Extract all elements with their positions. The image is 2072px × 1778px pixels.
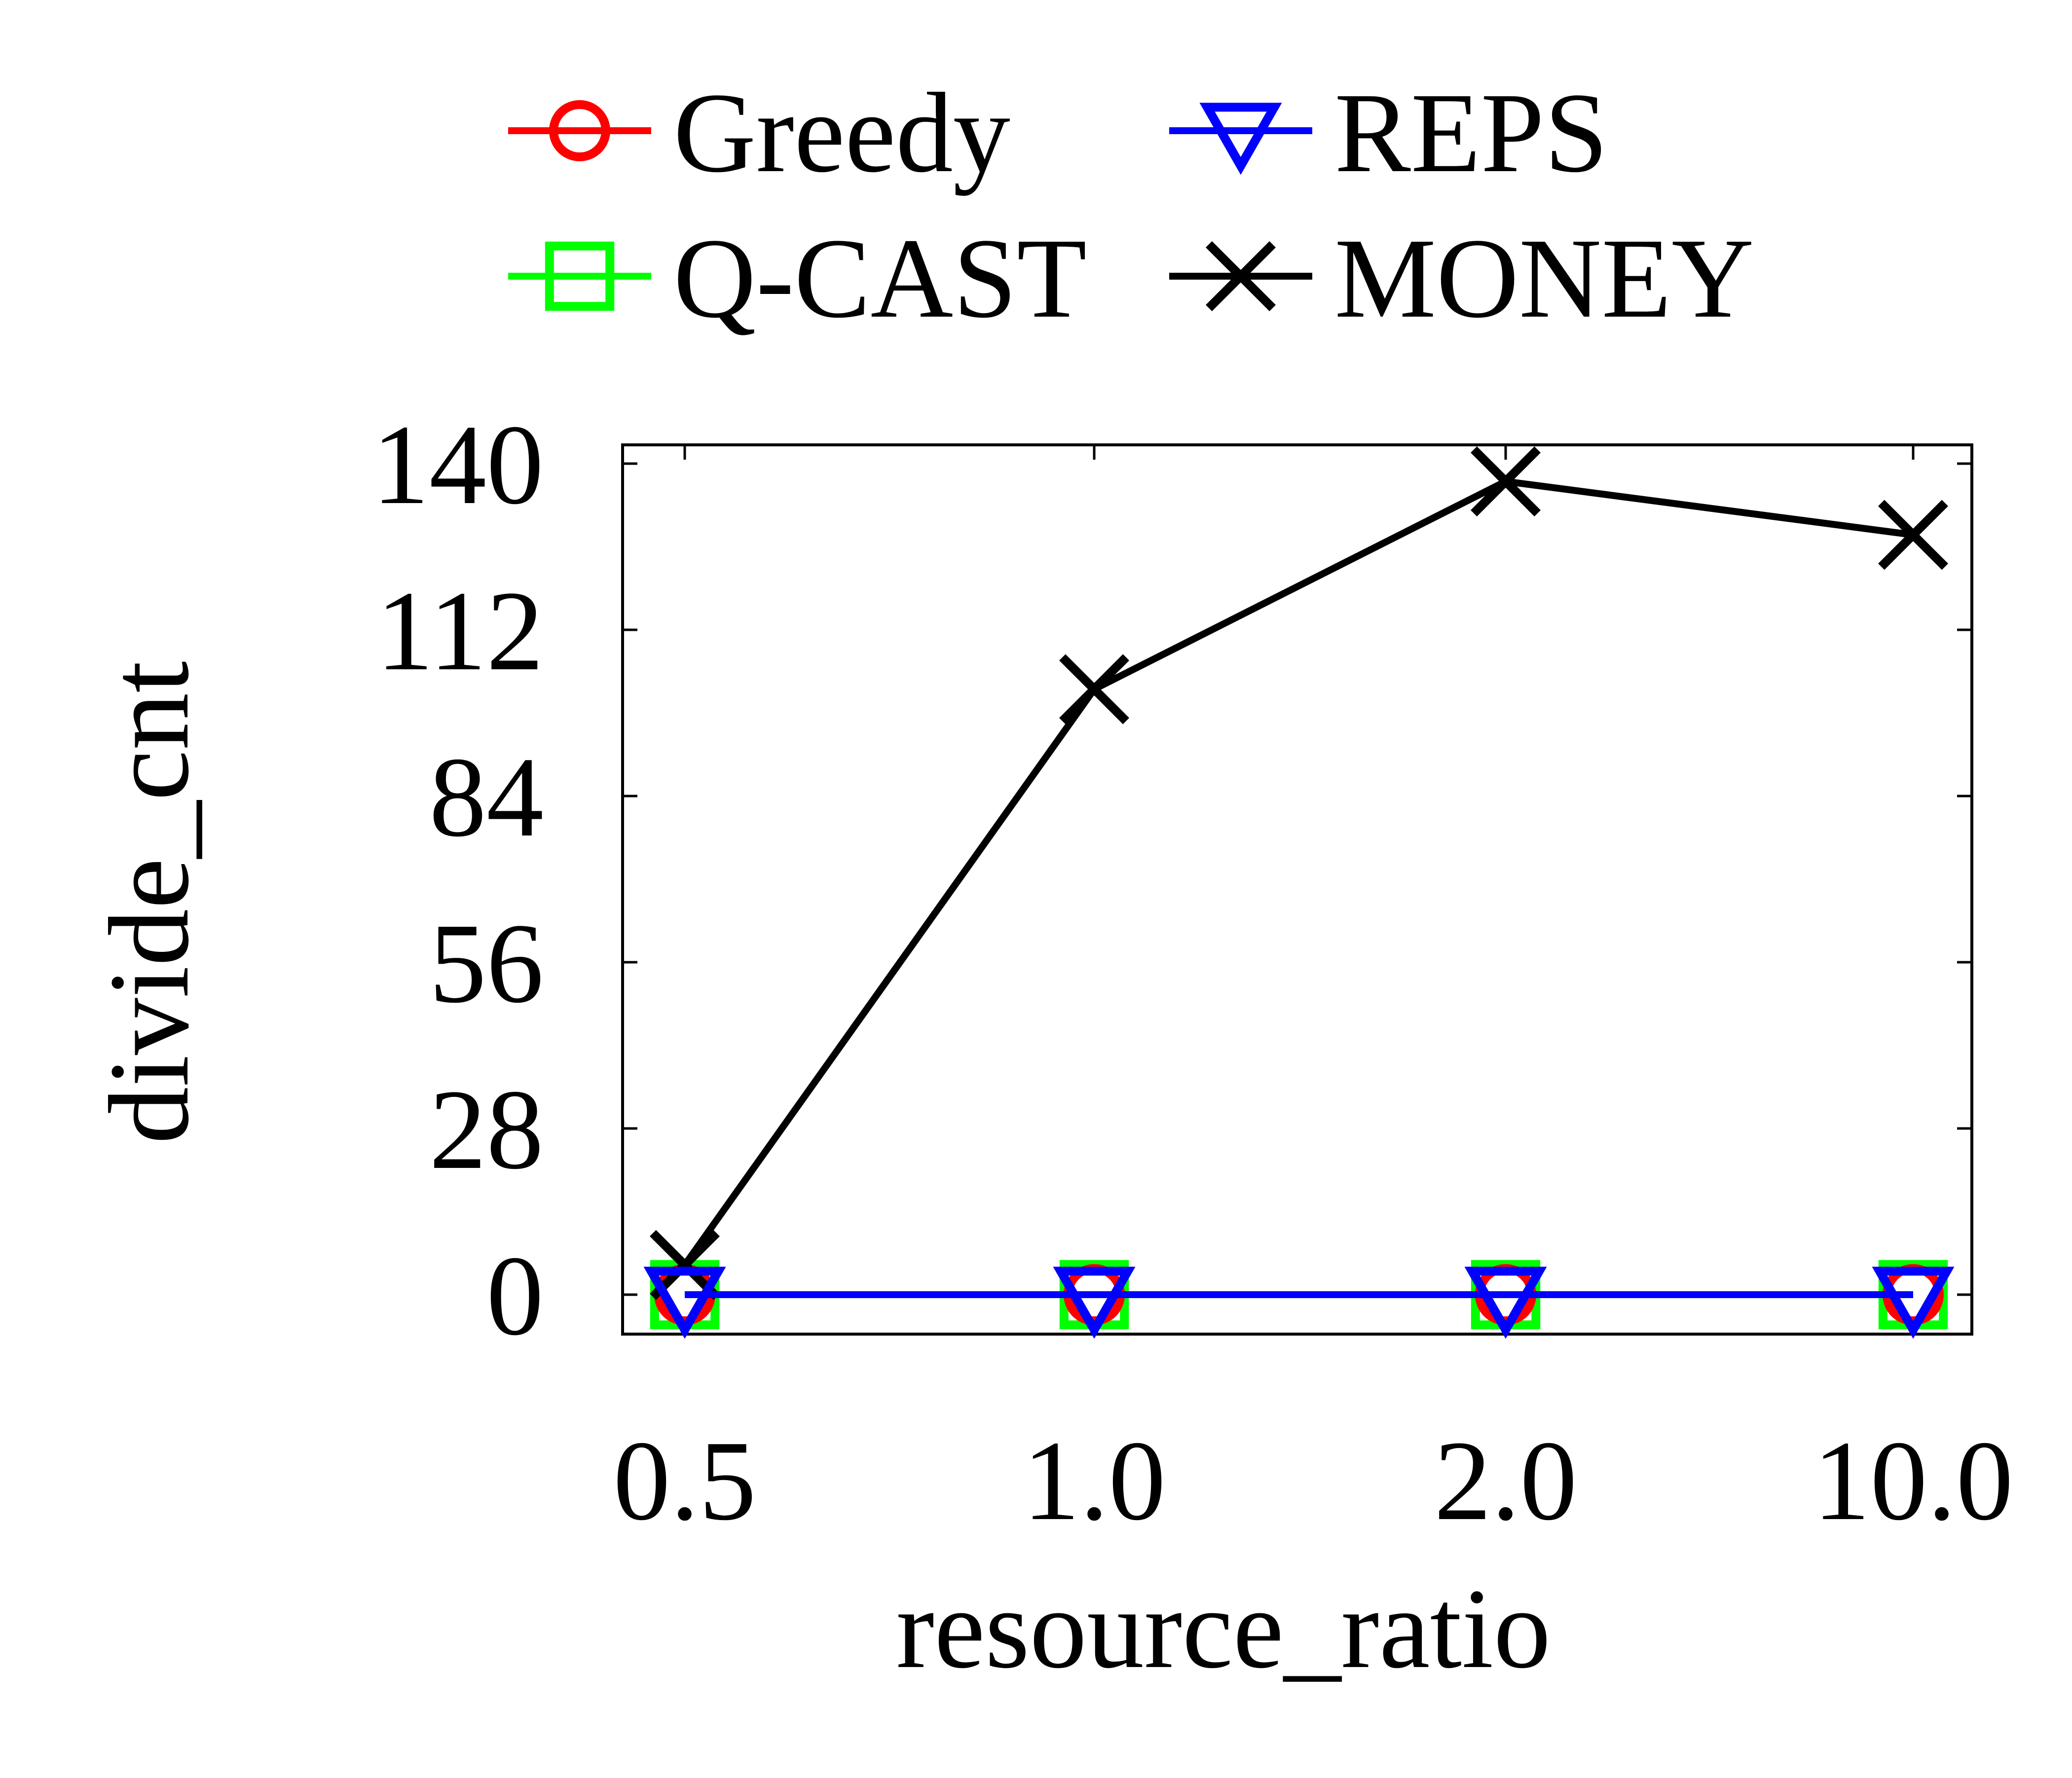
y-tick-label: 140 bbox=[372, 401, 544, 528]
series-layer bbox=[643, 446, 1955, 1339]
legend-swatch-marker-reps bbox=[1199, 103, 1282, 175]
point-reps-3 bbox=[1872, 1267, 1955, 1339]
y-axis: 0 28 56 84 112 140 bbox=[372, 401, 1972, 1359]
legend-label-reps: REPS bbox=[1334, 70, 1608, 196]
x-axis: 0.5 1.0 2.0 10.0 bbox=[613, 445, 2013, 1544]
legend-swatch-marker-money bbox=[1206, 241, 1276, 311]
y-tick-label: 28 bbox=[429, 1066, 544, 1193]
legend-item-q-cast: Q-CAST bbox=[508, 215, 1087, 342]
x-tick-label: 10.0 bbox=[1813, 1417, 2013, 1544]
legend: Greedy REPS Q-CAST MONEY bbox=[508, 70, 1754, 342]
legend-swatch-marker-q-cast-shape bbox=[545, 241, 615, 311]
x-tick-label: 0.5 bbox=[613, 1417, 756, 1544]
legend-swatch-marker-q-cast bbox=[545, 241, 615, 311]
point-money-1 bbox=[1059, 654, 1129, 725]
y-tick-label: 84 bbox=[429, 734, 544, 861]
x-axis-label: resource_ratio bbox=[896, 1565, 1551, 1692]
x-tick-label: 1.0 bbox=[1023, 1417, 1166, 1544]
point-reps-0-shape bbox=[643, 1267, 726, 1339]
legend-label-greedy: Greedy bbox=[673, 70, 1010, 196]
point-money-3 bbox=[1878, 500, 1948, 570]
point-money-2 bbox=[1471, 446, 1541, 517]
legend-item-reps: REPS bbox=[1169, 70, 1608, 196]
legend-label-q-cast: Q-CAST bbox=[673, 215, 1087, 342]
y-tick-label: 112 bbox=[376, 568, 544, 694]
legend-swatch-marker-reps-shape bbox=[1199, 103, 1282, 175]
legend-item-greedy: Greedy bbox=[508, 70, 1010, 196]
series-line-money bbox=[682, 477, 1914, 1267]
plot-area: 0 28 56 84 112 140 0.5 1.0 2.0 10.0 bbox=[372, 401, 2013, 1544]
legend-label-money: MONEY bbox=[1334, 215, 1754, 342]
legend-item-money: MONEY bbox=[1169, 215, 1754, 342]
point-reps-1-shape bbox=[1053, 1267, 1136, 1339]
point-reps-2 bbox=[1464, 1267, 1547, 1339]
legend-swatch-marker-greedy-shape bbox=[549, 100, 611, 162]
y-axis-label: divide_cnt bbox=[86, 661, 213, 1144]
point-money-2-stroke-b bbox=[1471, 446, 1541, 517]
point-reps-2-shape bbox=[1464, 1267, 1547, 1339]
point-money-1-stroke-b bbox=[1059, 654, 1129, 725]
point-money-3-stroke-b bbox=[1878, 500, 1948, 570]
y-tick-label: 0 bbox=[486, 1233, 544, 1359]
legend-swatch-marker-money-stroke-b bbox=[1206, 241, 1276, 311]
legend-swatch-marker-greedy bbox=[549, 100, 611, 162]
point-reps-1 bbox=[1053, 1267, 1136, 1339]
point-reps-3-shape bbox=[1872, 1267, 1955, 1339]
point-reps-0 bbox=[643, 1267, 726, 1339]
plot-frame bbox=[621, 443, 1973, 1336]
x-tick-label: 2.0 bbox=[1434, 1417, 1577, 1544]
y-tick-label: 56 bbox=[429, 900, 544, 1027]
